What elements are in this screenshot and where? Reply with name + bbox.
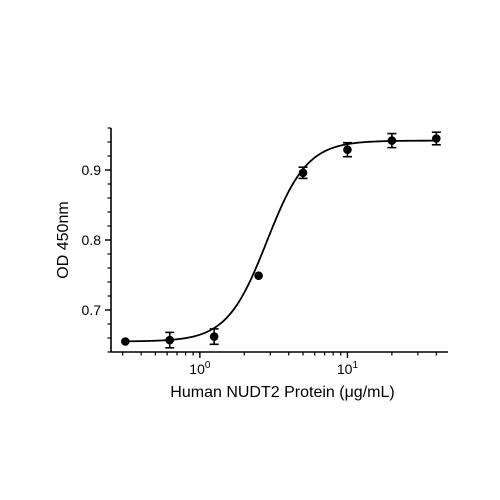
data-point — [387, 136, 397, 145]
x-tick-label: 101 — [337, 360, 359, 377]
y-axis-ticks: 0.7 0.8 0.9 — [82, 127, 111, 353]
x-axis-ticks: 100 101 — [122, 352, 437, 377]
x-tick-label: 100 — [189, 360, 211, 377]
x-axis-label: Human NUDT2 Protein (μg/mL) — [170, 384, 394, 401]
data-point — [254, 271, 263, 281]
fit-curve — [125, 139, 437, 343]
data-point — [432, 134, 441, 143]
data-point — [343, 145, 352, 154]
data-point — [121, 337, 130, 346]
y-tick-label: 0.7 — [82, 302, 102, 318]
data-point — [165, 335, 175, 345]
data-points — [121, 131, 441, 349]
y-axis-label: OD 450nm — [55, 201, 72, 278]
y-tick-label: 0.9 — [82, 162, 102, 178]
y-tick-label: 0.8 — [82, 232, 102, 248]
data-point — [298, 168, 308, 178]
data-point — [209, 332, 219, 341]
